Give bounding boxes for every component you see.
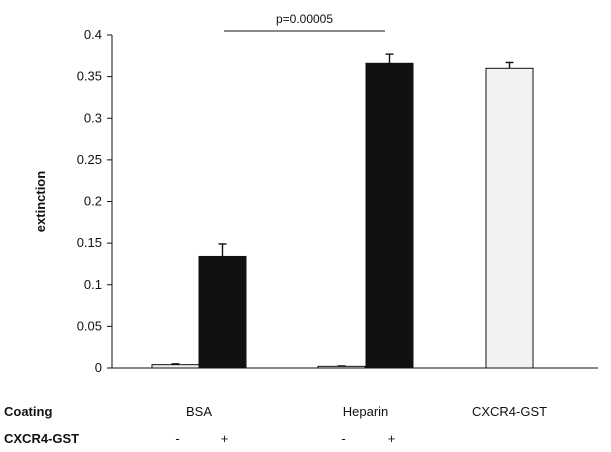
coating-group-label: Heparin xyxy=(343,404,389,419)
cxcr4-sign-label: + xyxy=(221,431,229,446)
y-tick-label: 0.25 xyxy=(77,152,102,167)
bar-heparin-plus xyxy=(365,62,414,369)
y-tick-label: 0.4 xyxy=(84,27,102,42)
p-value-annotation: p=0.00005 xyxy=(276,12,333,26)
coating-group-label: BSA xyxy=(186,404,212,419)
coating-group-label: CXCR4-GST xyxy=(472,404,547,419)
y-tick-label: 0.2 xyxy=(84,194,102,209)
y-tick-label: 0.35 xyxy=(77,69,102,84)
y-tick-label: 0.1 xyxy=(84,277,102,292)
y-tick-label: 0.3 xyxy=(84,110,102,125)
y-tick-label: 0.05 xyxy=(77,318,102,333)
y-tick-label: 0 xyxy=(95,360,102,375)
cxcr4-sign-label: - xyxy=(175,431,179,446)
bar-bsa-plus xyxy=(198,255,247,369)
coating-row-label: Coating xyxy=(4,404,52,419)
bar-bsa-minus xyxy=(151,364,200,369)
cxcr4-sign-label: - xyxy=(341,431,345,446)
bar-cxcr4-gst-single xyxy=(485,67,534,369)
y-axis-title: extinction xyxy=(33,171,48,232)
cxcr4-row-label: CXCR4-GST xyxy=(4,431,79,446)
y-tick-label: 0.15 xyxy=(77,235,102,250)
cxcr4-sign-label: + xyxy=(388,431,396,446)
